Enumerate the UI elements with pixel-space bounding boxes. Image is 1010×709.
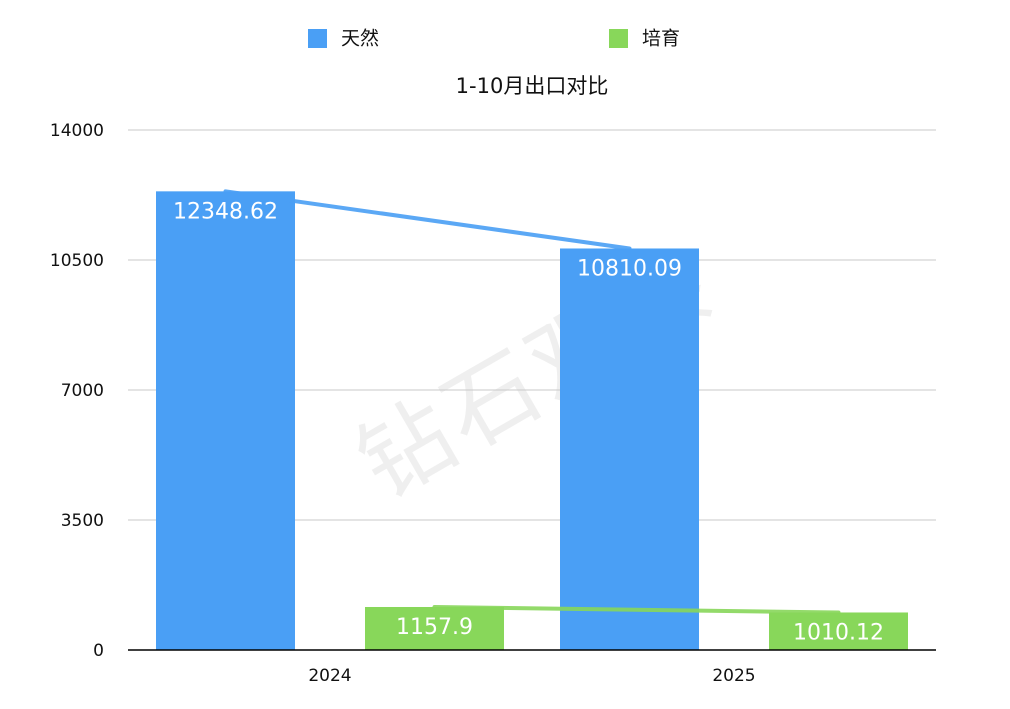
legend-label: 天然 — [341, 28, 379, 50]
y-tick-label: 7000 — [61, 381, 104, 401]
bar-天然-2025 — [560, 248, 699, 651]
data-label: 1157.9 — [396, 615, 473, 640]
bar-天然-2024 — [156, 191, 295, 650]
x-tick-label: 2024 — [308, 666, 351, 686]
y-tick-label: 3500 — [61, 511, 104, 531]
bar-培育-2024 — [365, 606, 504, 650]
data-label: 10810.09 — [577, 256, 682, 281]
legend-swatch — [609, 29, 628, 48]
chart-title: 1-10月出口对比 — [456, 74, 609, 98]
x-tick-label: 2025 — [712, 666, 755, 686]
legend-label: 培育 — [642, 28, 680, 50]
trend-line-天然 — [223, 189, 632, 251]
bar-培育-2025 — [769, 612, 908, 650]
y-tick-label: 0 — [93, 641, 104, 661]
legend-swatch — [308, 29, 327, 48]
data-label: 1010.12 — [793, 620, 884, 645]
trend-line-培育 — [432, 604, 841, 615]
y-tick-label: 14000 — [50, 121, 104, 141]
data-label: 12348.62 — [173, 199, 278, 224]
y-tick-label: 10500 — [50, 251, 104, 271]
